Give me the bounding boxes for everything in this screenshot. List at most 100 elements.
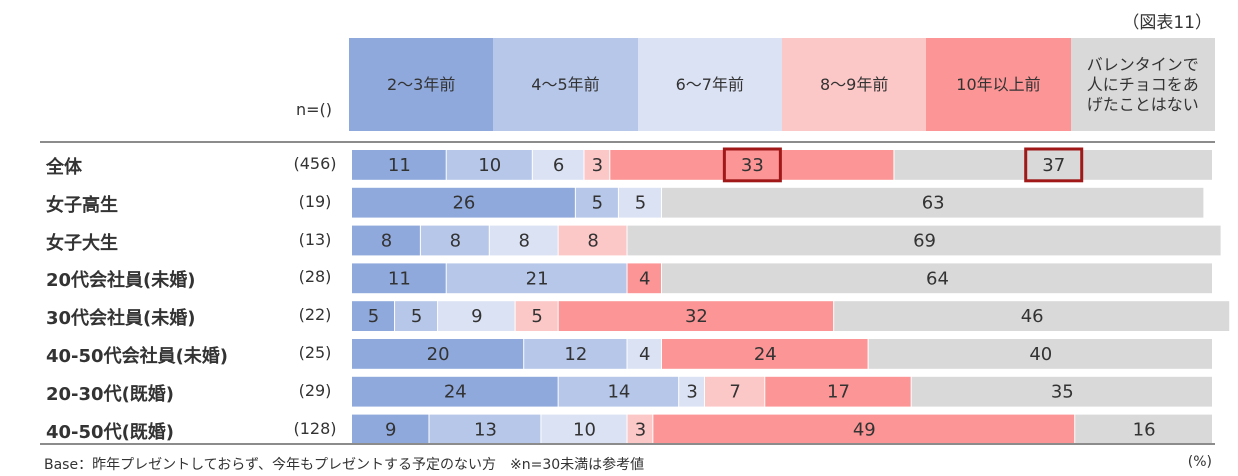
highlight-box <box>1024 147 1084 183</box>
legend-item-4: 8～9年前 <box>781 38 927 131</box>
bar-segment <box>438 301 515 331</box>
legend-label: 8～9年前 <box>819 74 889 94</box>
data-label: 9 <box>385 420 396 441</box>
row-n: (28) <box>298 267 332 287</box>
bar-segment <box>653 414 1075 445</box>
bar-segment <box>627 263 661 294</box>
row-label: 30代会社員(未婚) <box>46 308 196 330</box>
chart-legend: 2～3年前 4～5年前 6～7年前 8～9年前 10年以上前 バレンタインで 人にチョコをあ… <box>349 38 1215 131</box>
unit-label: (%) <box>1187 454 1212 470</box>
data-label: 20 <box>427 344 450 365</box>
legend-label: 6～7年前 <box>675 74 744 94</box>
legend-item-3: 6～7年前 <box>637 38 782 131</box>
data-label: 8 <box>450 231 461 252</box>
bar-segment <box>765 376 911 407</box>
bar-segment <box>618 187 661 218</box>
row-label: 20代会社員(未婚) <box>46 270 196 292</box>
row-n: (13) <box>298 229 332 249</box>
data-label: 11 <box>388 155 411 176</box>
data-label: 5 <box>368 306 379 327</box>
row-label: 女子大生 <box>46 232 118 254</box>
legend-label: バレンタインで <box>1086 54 1199 74</box>
bar-segment <box>429 414 541 445</box>
bar-segment <box>868 339 1212 369</box>
data-label: 32 <box>685 306 708 327</box>
bar-segment <box>541 414 627 445</box>
bar-segment <box>610 150 894 180</box>
bar-segment <box>352 376 558 407</box>
data-label: 5 <box>635 193 646 214</box>
footnote: Base：昨年プレゼントしておらず、今年もプレゼントする予定のない方 ※n=30… <box>44 457 645 473</box>
data-label: 3 <box>635 420 646 441</box>
data-label: 40 <box>1029 344 1052 365</box>
row-n: (29) <box>298 380 332 400</box>
bar-segment <box>352 225 420 256</box>
bar-segment <box>661 187 1204 218</box>
data-label: 24 <box>754 344 777 365</box>
bar-segment <box>627 414 653 445</box>
bar-segment <box>661 339 868 369</box>
bar-segment <box>661 263 1212 294</box>
data-label: 46 <box>1021 306 1044 327</box>
bar-segment <box>532 150 584 180</box>
row-n: (128) <box>293 418 337 438</box>
data-label: 7 <box>729 382 740 403</box>
data-label: 69 <box>913 231 936 252</box>
data-label: 5 <box>531 306 542 327</box>
bar-segment <box>558 301 834 331</box>
data-label: 26 <box>452 193 475 214</box>
data-label: 4 <box>639 268 650 289</box>
data-label: 3 <box>592 155 603 176</box>
data-label: 8 <box>381 231 392 252</box>
row-label: 40-50代(既婚) <box>46 421 175 443</box>
row-n: (19) <box>298 191 332 211</box>
row-label: 20-30代(既婚) <box>46 383 175 405</box>
bar-segment <box>911 376 1212 407</box>
data-label: 14 <box>607 382 630 403</box>
data-label: 5 <box>411 306 422 327</box>
data-label: 4 <box>639 344 650 365</box>
bar-segment <box>584 150 610 180</box>
data-label: 5 <box>592 193 603 214</box>
data-label: 37 <box>1042 155 1065 176</box>
bar-segment <box>894 150 1212 180</box>
data-label: 10 <box>478 155 501 176</box>
figure-label: （図表11） <box>1122 13 1212 33</box>
bar-segment <box>489 225 558 256</box>
data-label: 63 <box>922 193 945 214</box>
data-label: 64 <box>926 268 949 289</box>
data-label: 3 <box>686 382 697 403</box>
legend-item-2: 4～5年前 <box>493 38 638 131</box>
table-top-rule <box>40 141 1215 143</box>
bar-segment <box>446 263 627 294</box>
bar-segment <box>352 301 395 331</box>
data-label: 24 <box>444 382 467 403</box>
bar-segment <box>420 225 489 256</box>
row-n: (456) <box>293 153 337 173</box>
legend-item-1: 2～3年前 <box>349 38 494 131</box>
row-label: 40-50代会社員(未婚) <box>46 345 229 367</box>
bar-segment <box>627 339 661 369</box>
row-label: 全体 <box>46 156 82 178</box>
data-label: 21 <box>526 268 549 289</box>
bar-segment <box>352 263 446 294</box>
legend-label: 10年以上前 <box>956 74 1041 94</box>
data-label: 8 <box>587 231 598 252</box>
data-label: 17 <box>827 382 850 403</box>
data-label: 35 <box>1051 382 1074 403</box>
legend-label: げたことはない <box>1086 94 1199 114</box>
legend-item-5: 10年以上前 <box>926 38 1071 131</box>
row-n: (22) <box>298 305 332 325</box>
bar-segment <box>524 339 627 369</box>
bar-segment <box>352 414 429 445</box>
bar-segment <box>446 150 532 180</box>
legend-label: 2～3年前 <box>386 74 456 94</box>
bar-segment <box>515 301 558 331</box>
legend-item-6: バレンタインで 人にチョコをあ げたことはない <box>1070 38 1215 131</box>
bar-segment <box>705 376 765 407</box>
bar-segment <box>834 301 1230 331</box>
row-n: (25) <box>298 342 332 362</box>
data-label: 33 <box>741 155 764 176</box>
data-label: 8 <box>518 231 529 252</box>
bar-segment <box>1075 414 1212 445</box>
